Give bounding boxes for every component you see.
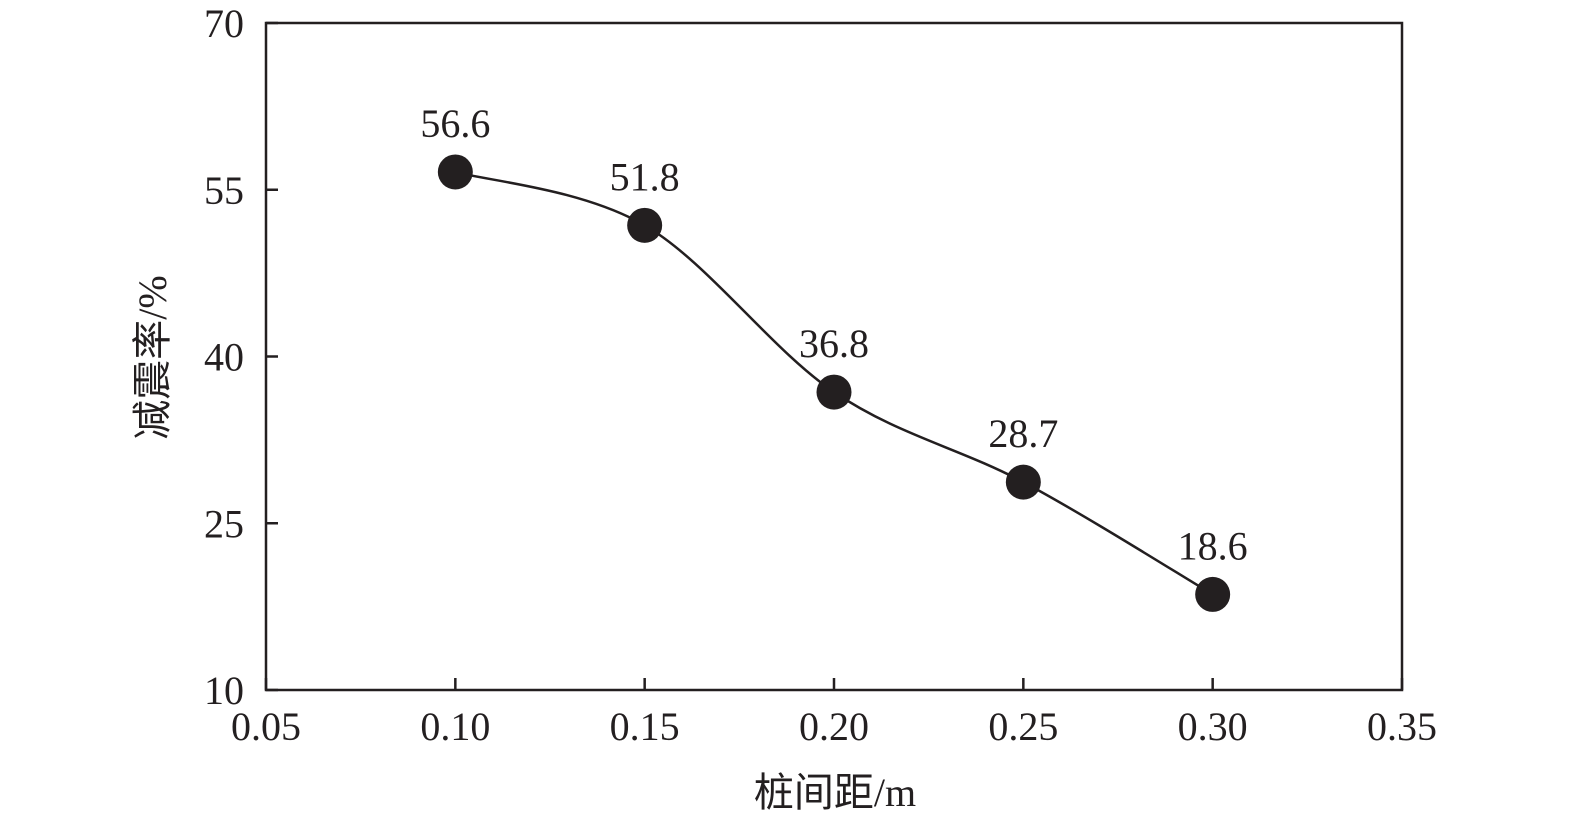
data-labels: 56.6 51.8 36.8 28.7 18.6 [420, 101, 1247, 568]
data-label: 56.6 [420, 101, 490, 146]
y-tick-label: 25 [204, 501, 244, 546]
data-label: 36.8 [799, 321, 869, 366]
y-axis: 10 25 40 55 70 [204, 1, 278, 713]
data-point [816, 374, 852, 410]
data-point [437, 154, 473, 190]
y-tick-label: 10 [204, 668, 244, 713]
x-tick-label: 0.15 [610, 704, 680, 749]
x-tick-label: 0.05 [231, 704, 301, 749]
data-label: 18.6 [1178, 523, 1248, 568]
data-point [1005, 464, 1041, 500]
data-point [1195, 576, 1231, 612]
series-points [437, 154, 1231, 612]
data-point [627, 207, 663, 243]
y-axis-title: 减震率/% [130, 275, 175, 439]
x-tick-label: 0.25 [988, 704, 1058, 749]
x-axis: 0.05 0.10 0.15 0.20 0.25 0.30 0.35 [231, 678, 1437, 749]
x-tick-label: 0.30 [1178, 704, 1248, 749]
data-label: 28.7 [988, 411, 1058, 456]
y-tick-label: 70 [204, 1, 244, 46]
y-tick-label: 55 [204, 168, 244, 213]
x-axis-title: 桩间距/m [754, 770, 916, 815]
y-tick-label: 40 [204, 335, 244, 380]
x-tick-label: 0.20 [799, 704, 869, 749]
x-tick-label: 0.10 [420, 704, 490, 749]
data-label: 51.8 [610, 154, 680, 199]
x-tick-label: 0.35 [1367, 704, 1437, 749]
